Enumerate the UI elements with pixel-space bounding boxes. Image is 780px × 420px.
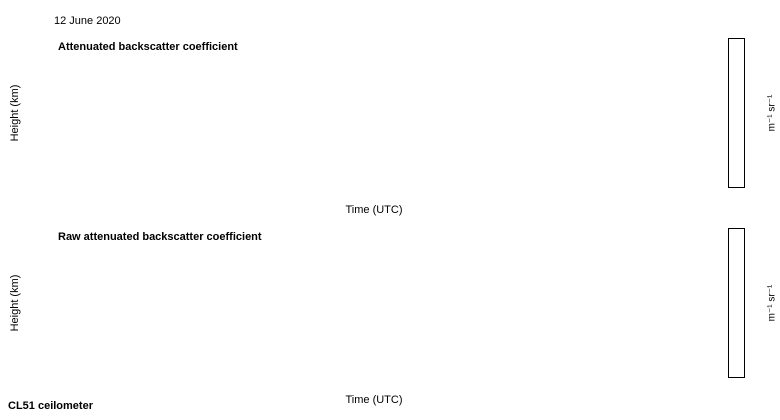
colorbar-gradient-bottom <box>729 229 744 377</box>
attenuated-backscatter-plot <box>48 38 700 188</box>
height-axis-label-top: Height (km) <box>9 84 21 142</box>
height-axis-label-bottom: Height (km) <box>9 274 21 332</box>
date-label: 12 June 2020 <box>54 15 121 27</box>
time-axis-label-bottom: Time (UTC) <box>345 394 403 406</box>
plot-title-top: Attenuated backscatter coefficient <box>58 41 238 53</box>
instrument-label: CL51 ceilometer <box>8 400 93 412</box>
colorbar-unit-label-bottom: m⁻¹ sr⁻¹ <box>766 284 778 322</box>
colorbar-unit-label-top: m⁻¹ sr⁻¹ <box>766 94 778 132</box>
plot-title-bottom: Raw attenuated backscatter coefficient <box>58 231 262 243</box>
raw-attenuated-backscatter-plot <box>48 228 700 378</box>
colorbar-top <box>728 38 745 188</box>
colorbar-bottom <box>728 228 745 378</box>
colorbar-gradient-top <box>729 39 744 187</box>
time-axis-label-top: Time (UTC) <box>345 204 403 216</box>
